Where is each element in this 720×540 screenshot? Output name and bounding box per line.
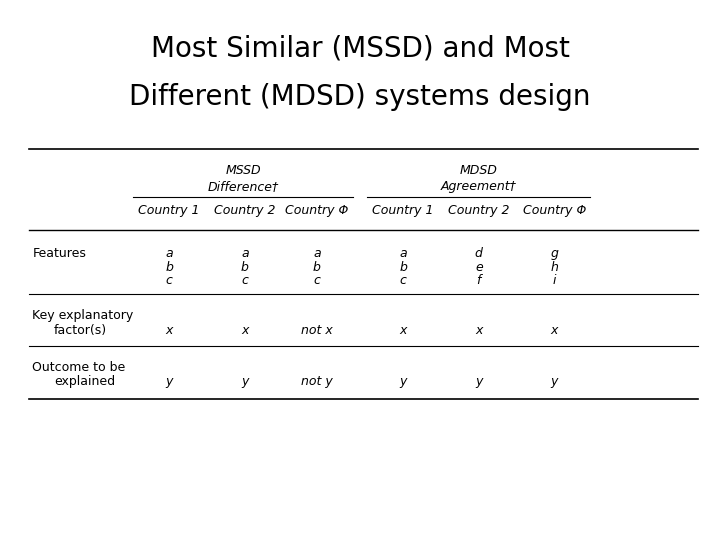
Text: b: b bbox=[241, 261, 248, 274]
Text: factor(s): factor(s) bbox=[54, 324, 107, 337]
Text: x: x bbox=[400, 324, 407, 337]
Text: Difference†: Difference† bbox=[207, 180, 279, 193]
Text: Country 2: Country 2 bbox=[448, 204, 510, 217]
Text: not y: not y bbox=[301, 375, 333, 388]
Text: e: e bbox=[475, 261, 482, 274]
Text: a: a bbox=[313, 247, 320, 260]
Text: b: b bbox=[313, 261, 320, 274]
Text: x: x bbox=[551, 324, 558, 337]
Text: f: f bbox=[477, 274, 481, 287]
Text: y: y bbox=[551, 375, 558, 388]
Text: Features: Features bbox=[32, 247, 86, 260]
Text: MSSD: MSSD bbox=[225, 164, 261, 177]
Text: y: y bbox=[475, 375, 482, 388]
Text: x: x bbox=[241, 324, 248, 337]
Text: a: a bbox=[241, 247, 248, 260]
Text: x: x bbox=[166, 324, 173, 337]
Text: i: i bbox=[553, 274, 556, 287]
Text: c: c bbox=[241, 274, 248, 287]
Text: b: b bbox=[400, 261, 407, 274]
Text: b: b bbox=[166, 261, 173, 274]
Text: Most Similar (MSSD) and Most: Most Similar (MSSD) and Most bbox=[150, 35, 570, 63]
Text: y: y bbox=[241, 375, 248, 388]
Text: Outcome to be: Outcome to be bbox=[32, 361, 126, 374]
Text: y: y bbox=[400, 375, 407, 388]
Text: c: c bbox=[400, 274, 407, 287]
Text: Country Φ: Country Φ bbox=[285, 204, 348, 217]
Text: d: d bbox=[475, 247, 482, 260]
Text: g: g bbox=[551, 247, 558, 260]
Text: h: h bbox=[551, 261, 558, 274]
Text: explained: explained bbox=[54, 375, 115, 388]
Text: Key explanatory: Key explanatory bbox=[32, 309, 134, 322]
Text: MDSD: MDSD bbox=[460, 164, 498, 177]
Text: y: y bbox=[166, 375, 173, 388]
Text: Different (MDSD) systems design: Different (MDSD) systems design bbox=[130, 83, 590, 111]
Text: c: c bbox=[166, 274, 173, 287]
Text: Agreement†: Agreement† bbox=[441, 180, 517, 193]
Text: Country 2: Country 2 bbox=[214, 204, 276, 217]
Text: a: a bbox=[400, 247, 407, 260]
Text: Country Φ: Country Φ bbox=[523, 204, 586, 217]
Text: Country 1: Country 1 bbox=[372, 204, 434, 217]
Text: c: c bbox=[313, 274, 320, 287]
Text: a: a bbox=[166, 247, 173, 260]
Text: Country 1: Country 1 bbox=[138, 204, 200, 217]
Text: not x: not x bbox=[301, 324, 333, 337]
Text: x: x bbox=[475, 324, 482, 337]
